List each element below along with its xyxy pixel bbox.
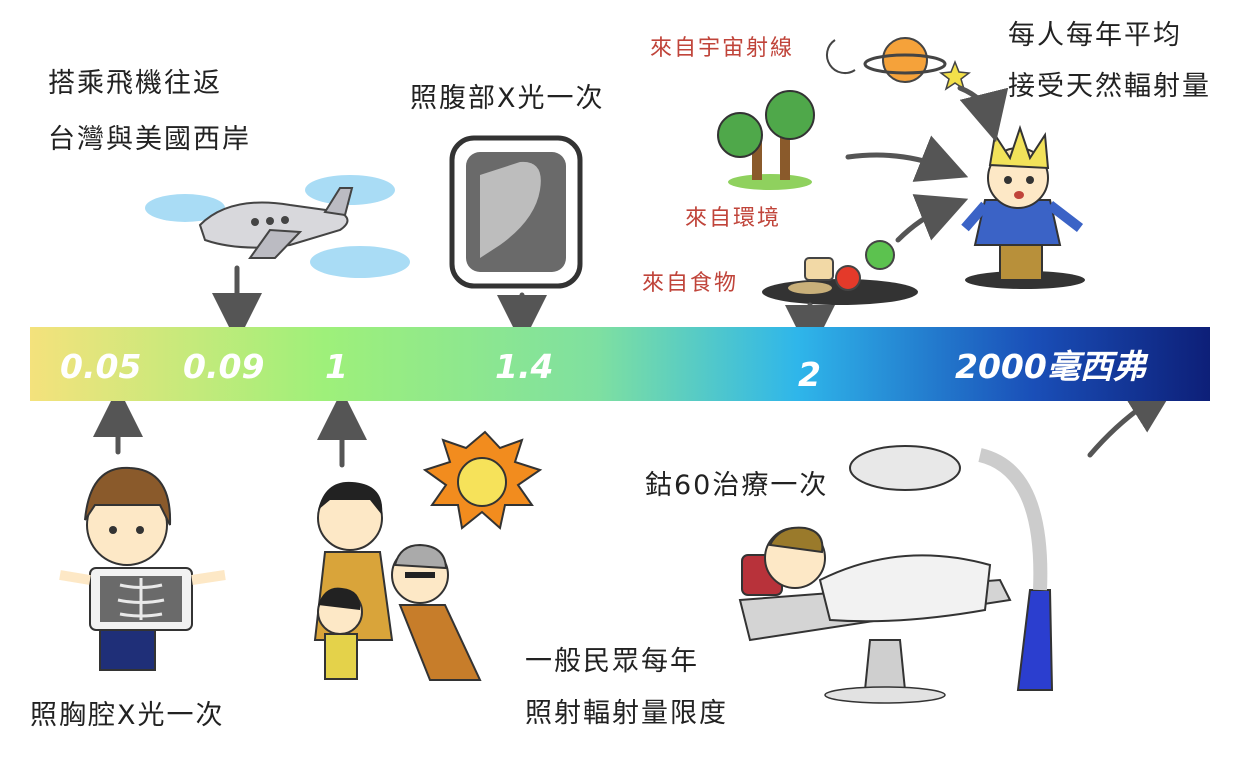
tick-0-05: 0.05 bbox=[60, 347, 142, 386]
flight-label-line1: 搭乘飛機往返 bbox=[48, 68, 222, 99]
arrows bbox=[93, 85, 1177, 468]
tick-1-4: 1.4 bbox=[495, 347, 554, 386]
chest-xray-person-icon bbox=[59, 466, 226, 671]
abdomen-xray-icon bbox=[449, 135, 583, 289]
cobalt-therapy-label: 鈷60治療一次 bbox=[645, 470, 829, 501]
tree-icon bbox=[717, 90, 815, 190]
public-limit-line1: 一般民眾每年 bbox=[525, 646, 699, 677]
natural-label-line1: 每人每年平均 bbox=[1008, 20, 1182, 51]
boy-character-icon bbox=[961, 124, 1085, 289]
arrow-food-up bbox=[895, 194, 969, 243]
food-icon bbox=[762, 240, 918, 305]
tick-0-09: 0.09 bbox=[183, 347, 265, 386]
flight-label-line2: 台灣與美國西岸 bbox=[48, 124, 251, 155]
dose-scale-bar bbox=[30, 327, 1210, 401]
food-label: 來自食物 bbox=[642, 271, 739, 296]
arrow-cobalt bbox=[1087, 384, 1177, 458]
airplane-icon bbox=[145, 175, 410, 278]
tick-2: 2 bbox=[798, 355, 821, 394]
environment-label: 來自環境 bbox=[685, 206, 782, 231]
arrow-cosmic bbox=[957, 85, 1009, 143]
cosmic-label: 來自宇宙射線 bbox=[650, 36, 795, 61]
cosmic-icon bbox=[826, 37, 971, 91]
arrow-environment bbox=[845, 135, 969, 182]
abdomen-xray-label: 照腹部X光一次 bbox=[410, 83, 605, 114]
chest-xray-label: 照胸腔X光一次 bbox=[30, 700, 225, 731]
tick-2000-msv: 2000毫西弗 bbox=[955, 347, 1146, 386]
natural-label-line2: 接受天然輻射量 bbox=[1008, 71, 1211, 102]
family-group-icon bbox=[313, 481, 482, 681]
cobalt-therapy-icon bbox=[738, 445, 1054, 704]
tick-1: 1 bbox=[325, 347, 348, 386]
public-limit-line2: 照射輻射量限度 bbox=[525, 698, 728, 729]
sun-icon bbox=[422, 430, 543, 530]
